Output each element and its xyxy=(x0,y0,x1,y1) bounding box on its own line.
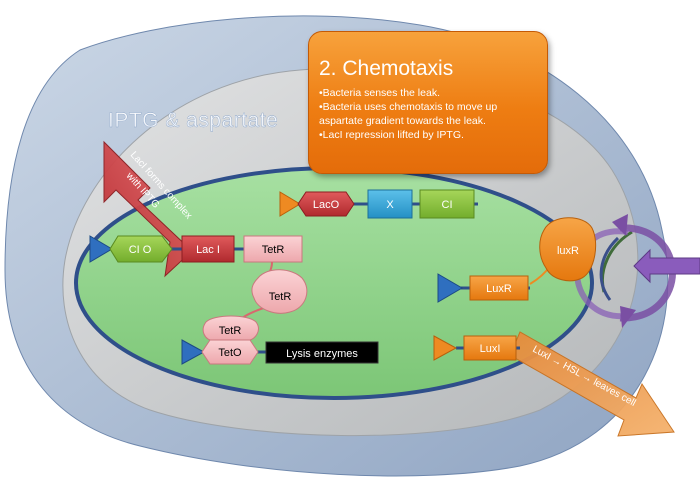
callout-bullet-2: •Bacteria uses chemotaxis to move up xyxy=(319,101,498,113)
x-gene xyxy=(367,189,413,219)
lac-o-operator xyxy=(297,191,355,217)
laci-complex-arrow xyxy=(103,140,193,278)
x-gene-label: X xyxy=(386,199,394,211)
flagella-icon xyxy=(574,214,700,328)
chemotaxis-callout: 2. Chemotaxis •Bacteria senses the leak.… xyxy=(308,31,548,174)
callout-bullet-3: aspartate gradient towards the leak. xyxy=(319,115,486,127)
ci-o-label: CI O xyxy=(129,244,152,256)
luxi-gene-label: LuxI xyxy=(480,343,501,355)
luxi-export-arrow xyxy=(507,331,675,437)
tet-o-operator xyxy=(201,339,259,365)
luxr-gene xyxy=(469,275,529,301)
callout-bullet-1: •Bacteria senses the leak. xyxy=(319,87,440,99)
luxr-protein-label: luxR xyxy=(557,245,579,257)
lac-i-gene xyxy=(181,235,235,263)
tetr-protein-blob xyxy=(251,269,308,314)
tetr-bound-blob xyxy=(202,315,259,342)
tetr-bound-label: TetR xyxy=(219,325,242,337)
lysis-enzymes-gene xyxy=(265,341,379,364)
lac-i-label: Lac I xyxy=(196,244,220,256)
luxr-gene-label: LuxR xyxy=(486,283,512,295)
promoter-orange-icon xyxy=(279,191,301,217)
tetr-protein-label: TetR xyxy=(269,291,292,303)
luxr-protein-blob xyxy=(539,217,597,282)
luxi-gene xyxy=(463,335,517,361)
promoter-orange-icon xyxy=(433,335,458,361)
promoter-blue-icon xyxy=(89,235,113,263)
lac-o-label: LacO xyxy=(313,199,340,211)
lysis-enzymes-label: Lysis enzymes xyxy=(286,348,358,360)
promoter-blue-icon xyxy=(181,339,206,365)
tet-o-label: TetO xyxy=(218,347,242,359)
promoter-blue-icon xyxy=(437,273,463,303)
luxi-cassette xyxy=(433,335,520,361)
callout-bullet-4: •LacI repression lifted by IPTG. xyxy=(319,129,464,141)
lysis-cassette xyxy=(181,315,379,365)
callout-heading: 2. Chemotaxis xyxy=(319,57,454,80)
ci-o-operator xyxy=(109,235,173,263)
ci-gene-label: CI xyxy=(442,199,453,211)
tetr-gene-label: TetR xyxy=(262,244,285,256)
ci-operon-cassette xyxy=(89,235,303,263)
lac-operon-cassette xyxy=(279,189,478,219)
luxr-cassette xyxy=(437,273,530,303)
ci-gene xyxy=(419,189,475,219)
title: IPTG & aspartate xyxy=(108,109,278,132)
